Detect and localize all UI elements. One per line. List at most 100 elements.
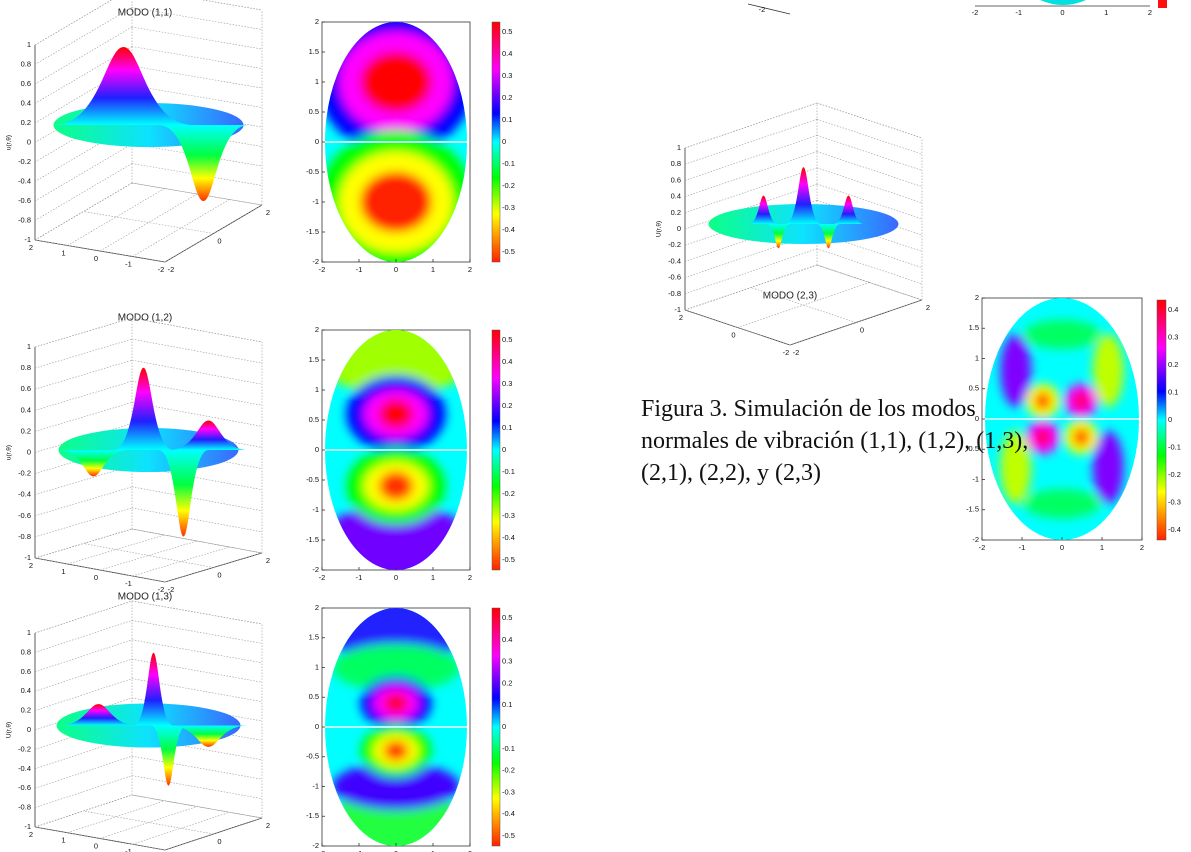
surface-peak — [58, 704, 139, 726]
map-y-tick-label: -2 — [312, 565, 319, 574]
colorbar-tick-label: 0.4 — [502, 635, 512, 644]
colorbar-tick-label: -0.3 — [502, 787, 515, 796]
colorbar-tick-label: 0.3 — [502, 657, 512, 666]
mode-lobe — [360, 52, 432, 112]
map-x-tick-label: 1 — [431, 573, 435, 582]
colorbar — [1158, 0, 1167, 8]
x-tick-label: 0 — [94, 841, 98, 850]
contour-map — [985, 298, 1139, 540]
mode-lobe — [325, 608, 467, 662]
grid-line — [34, 557, 166, 583]
map-x-tick-label: 1 — [431, 849, 435, 852]
grid-line — [83, 543, 214, 568]
map-x-tick-label: 2 — [468, 849, 472, 852]
grid-line — [34, 639, 133, 673]
z-tick-label: 0.8 — [21, 647, 31, 656]
mode-lobe — [325, 792, 467, 846]
panel-title: MODO (1,3) — [118, 592, 172, 603]
z-tick-label: 0.4 — [671, 192, 681, 201]
map-y-tick-label: 0 — [315, 722, 319, 731]
mode-lobe — [1000, 334, 1032, 407]
grid-line — [131, 620, 263, 644]
caption-line: Figura 3. Simulación de los modos — [641, 396, 976, 422]
x-tick-label: -2 — [783, 348, 790, 357]
colorbar — [491, 21, 501, 263]
x-tick-label: -1 — [125, 579, 132, 588]
colorbar-tick-label: 0.5 — [502, 335, 512, 344]
colorbar-tick-label: 0.4 — [1168, 305, 1178, 314]
map-y-tick-label: -0.5 — [306, 752, 319, 761]
z-tick-label: 1 — [27, 40, 31, 49]
y-tick-label: 0 — [217, 837, 221, 846]
map-y-tick-label: -2 — [972, 535, 979, 544]
z-tick-label: -1 — [674, 305, 681, 314]
colorbar-tick-label: -0.2 — [502, 766, 515, 775]
map-x-tick-label: 2 — [1140, 543, 1144, 552]
z-tick-label: 0.4 — [21, 405, 31, 414]
mode-lobe — [378, 471, 414, 501]
surface-peak — [158, 450, 209, 537]
surface-peak — [53, 47, 194, 125]
grid-line — [34, 465, 133, 495]
colorbar-tick-label: 0.2 — [502, 678, 512, 687]
colorbar-tick-label: -0.3 — [1168, 497, 1181, 506]
grid-line — [67, 534, 165, 565]
z-tick-label: 0 — [27, 447, 31, 456]
grid-line — [131, 381, 263, 406]
x-tick-label: -2 — [158, 585, 165, 594]
grid-line — [34, 26, 133, 85]
grid-line — [131, 7, 263, 30]
grid-line — [684, 264, 818, 311]
grid-line — [132, 546, 230, 577]
map-y-tick-label: -0.5 — [306, 475, 319, 484]
z-tick-label: -1 — [24, 553, 31, 562]
z-axis-label: U(r,θ) — [656, 221, 663, 237]
y-tick-label: 0 — [860, 325, 864, 334]
map-y-tick-label: 1 — [315, 662, 319, 671]
grid-line — [131, 338, 263, 364]
grid-line — [816, 135, 923, 171]
colorbar-tick-label: 0.2 — [502, 93, 512, 102]
map-y-tick-label: 1 — [315, 385, 319, 394]
grid-line — [684, 183, 818, 230]
map-y-tick-label: -1.5 — [306, 535, 319, 544]
map-y-tick-label: -0.5 — [306, 167, 319, 176]
surface-peak — [748, 195, 779, 224]
map-y-tick-label: -1.5 — [306, 227, 319, 236]
grid-line — [34, 0, 113, 46]
map-x-tick-label: -1 — [356, 573, 363, 582]
grid-line — [131, 143, 263, 167]
map-x-tick-label: 0 — [394, 849, 398, 852]
x-tick-label: 2 — [29, 830, 33, 839]
mode-lobe — [1092, 431, 1124, 504]
y-tick-label: 0 — [217, 570, 221, 579]
grid-line — [816, 118, 923, 155]
z-tick-label: -0.2 — [18, 469, 31, 478]
grid-line — [34, 182, 133, 241]
map-y-tick-label: 1 — [975, 353, 979, 362]
grid-line — [164, 204, 263, 263]
colorbar — [491, 329, 501, 571]
z-tick-label: 1 — [27, 628, 31, 637]
z-tick-label: 0.6 — [21, 79, 31, 88]
grid-line — [684, 248, 818, 295]
colorbar-tick-label: -0.3 — [502, 203, 515, 212]
y-tick-label: -2 — [793, 348, 800, 357]
grid-line — [816, 102, 923, 139]
colorbar-tick-label: -0.4 — [502, 225, 515, 234]
y-tick-label: -2 — [168, 585, 175, 594]
mode-lobe — [378, 399, 414, 429]
map-fill — [325, 608, 467, 846]
map-y-tick-label: 0 — [315, 137, 319, 146]
panel-title: MODO (2,3) — [763, 291, 817, 302]
grid-line — [816, 264, 923, 301]
grid-line — [34, 507, 133, 538]
grid-line — [34, 620, 133, 653]
z-tick-label: -0.8 — [18, 532, 31, 541]
colorbar-tick-label: 0.5 — [502, 613, 512, 622]
contour-map — [325, 608, 467, 846]
z-tick-label: 0.2 — [21, 706, 31, 715]
z-tick-label: 0.8 — [21, 59, 31, 68]
grid-line — [816, 151, 923, 187]
